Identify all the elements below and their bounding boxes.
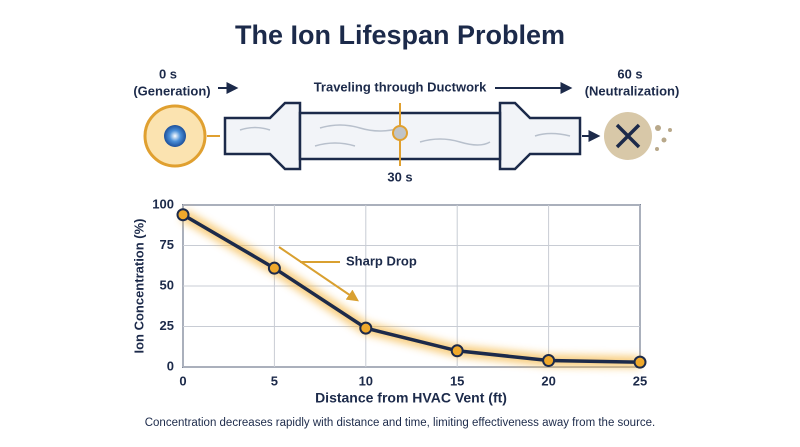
y-tick-label: 25 (160, 318, 174, 333)
x-tick-label: 25 (633, 373, 647, 388)
ion-icon (392, 125, 408, 141)
y-tick-label: 0 (167, 358, 174, 373)
y-tick-label: 100 (152, 196, 174, 211)
annotation: Sharp Drop (346, 253, 417, 268)
middle-label: Traveling through Ductwork (314, 79, 487, 94)
title: The Ion Lifespan Problem (235, 20, 565, 50)
line (182, 213, 641, 364)
x-tick-label: 0 (179, 373, 186, 388)
point (359, 321, 373, 335)
x-tick-label: 15 (450, 373, 464, 388)
y-axis-label: Ion Concentration (%) (131, 218, 146, 353)
x-tick-label: 20 (541, 373, 555, 388)
start-label: (Generation) (133, 83, 210, 98)
end-label: (Neutralization) (585, 83, 680, 98)
point (542, 354, 556, 368)
x-icon (615, 123, 641, 149)
start-time: 0 s (159, 66, 177, 81)
point (450, 344, 464, 358)
x-tick-label: 5 (271, 373, 278, 388)
duct-ends (223, 101, 582, 171)
x-axis-label: Distance from HVAC Vent (ft) (315, 390, 507, 406)
y-tick-label: 50 (160, 277, 174, 292)
point (176, 208, 190, 222)
end-time: 60 s (617, 66, 642, 81)
chart: 0 25 50 75 100 0 5 10 15 20 25 (152, 196, 647, 388)
point (633, 355, 647, 369)
ion-diagram: 0 s (Generation) Traveling through Ductw… (133, 66, 679, 184)
annotation-arrow (278, 246, 359, 302)
mid-time: 30 s (387, 169, 412, 184)
particles (655, 125, 672, 151)
x-tick-label: 10 (359, 373, 373, 388)
y-tick-label: 75 (160, 237, 174, 252)
caption: Concentration decreases rapidly with dis… (145, 417, 656, 429)
airflow (239, 124, 571, 147)
point (267, 261, 281, 275)
ion-icon (164, 125, 186, 147)
